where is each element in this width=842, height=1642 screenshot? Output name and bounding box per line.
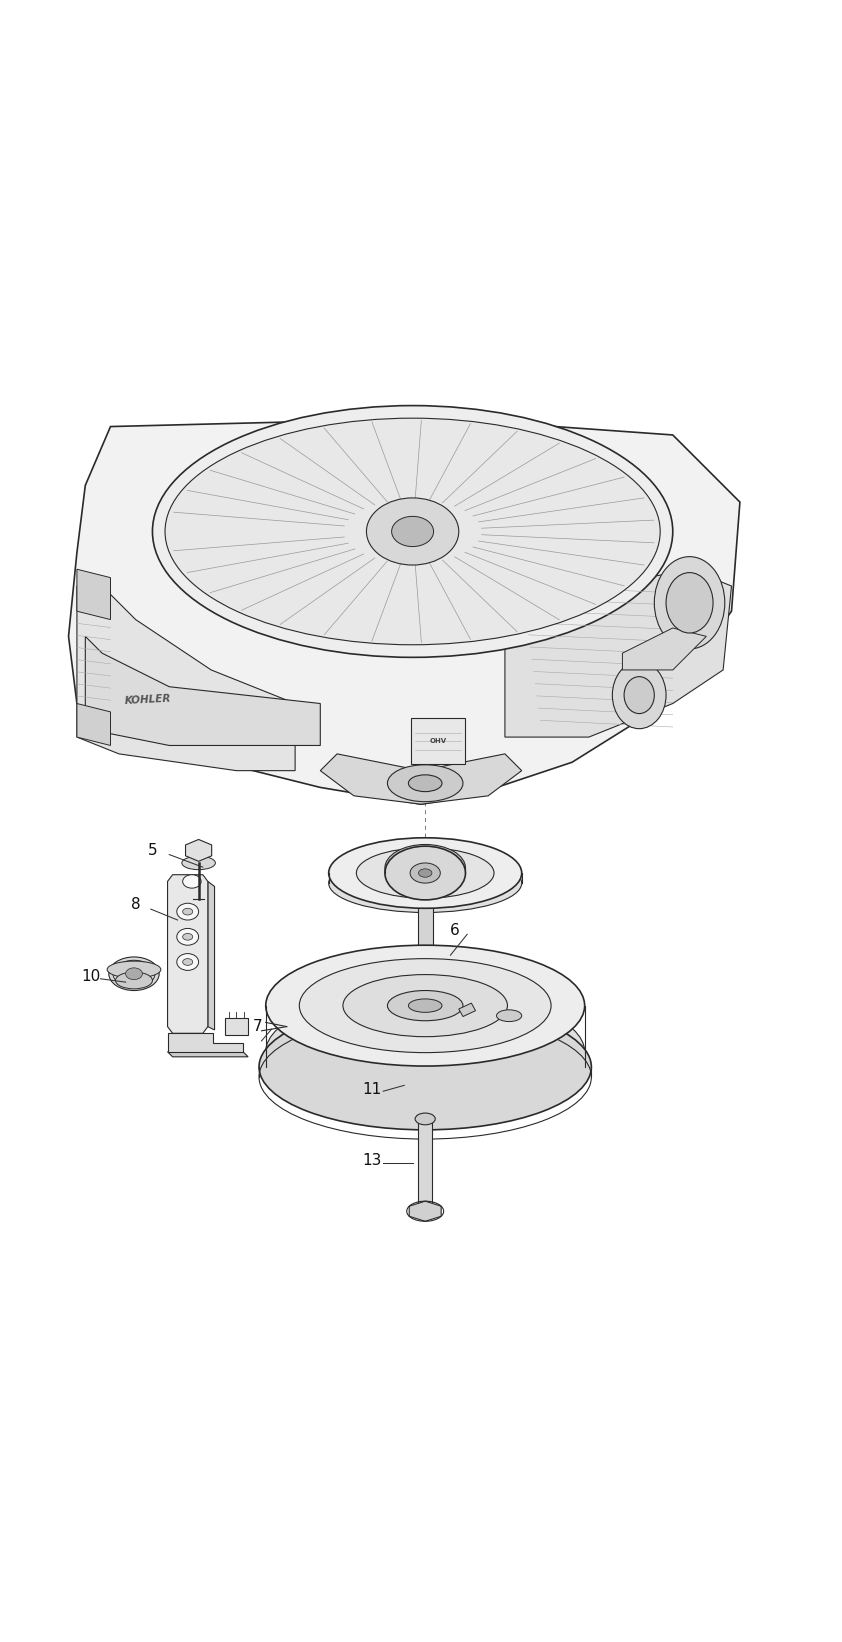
Ellipse shape <box>418 869 432 877</box>
Ellipse shape <box>385 844 466 892</box>
Ellipse shape <box>183 933 193 941</box>
Ellipse shape <box>183 959 193 965</box>
Ellipse shape <box>624 677 654 714</box>
Text: 7: 7 <box>253 1020 263 1034</box>
Ellipse shape <box>177 903 199 920</box>
Ellipse shape <box>387 765 463 801</box>
Ellipse shape <box>328 837 522 908</box>
Ellipse shape <box>654 557 725 649</box>
Ellipse shape <box>115 972 152 988</box>
Polygon shape <box>68 419 740 805</box>
Ellipse shape <box>182 855 216 870</box>
Ellipse shape <box>109 957 159 990</box>
Polygon shape <box>85 637 320 745</box>
Polygon shape <box>505 570 732 737</box>
Polygon shape <box>459 1003 476 1016</box>
Ellipse shape <box>385 846 466 900</box>
Polygon shape <box>320 754 522 805</box>
Ellipse shape <box>183 908 193 915</box>
Ellipse shape <box>165 419 660 645</box>
Ellipse shape <box>612 662 666 729</box>
Ellipse shape <box>266 946 584 1066</box>
Ellipse shape <box>299 959 551 1053</box>
Ellipse shape <box>392 516 434 547</box>
Ellipse shape <box>410 864 440 883</box>
Polygon shape <box>622 627 706 670</box>
Polygon shape <box>418 888 433 988</box>
Polygon shape <box>185 839 211 862</box>
Ellipse shape <box>259 1003 591 1130</box>
Ellipse shape <box>125 967 142 980</box>
Polygon shape <box>77 570 110 619</box>
Ellipse shape <box>666 573 713 634</box>
Ellipse shape <box>328 854 522 913</box>
Ellipse shape <box>387 990 463 1021</box>
Text: 13: 13 <box>362 1153 381 1169</box>
Ellipse shape <box>408 775 442 791</box>
Text: 11: 11 <box>362 1082 381 1097</box>
Text: 5: 5 <box>148 842 158 857</box>
Ellipse shape <box>415 1113 435 1125</box>
Ellipse shape <box>497 1010 522 1021</box>
Bar <box>225 1018 248 1034</box>
Ellipse shape <box>107 961 161 979</box>
Polygon shape <box>208 882 215 1030</box>
Polygon shape <box>77 586 295 770</box>
Polygon shape <box>409 1202 441 1222</box>
Text: OHV: OHV <box>429 739 446 744</box>
Ellipse shape <box>356 847 494 898</box>
Ellipse shape <box>113 961 155 987</box>
Polygon shape <box>168 1053 248 1057</box>
Ellipse shape <box>177 954 199 970</box>
Bar <box>411 718 465 765</box>
Ellipse shape <box>152 406 673 657</box>
Text: 8: 8 <box>131 898 141 913</box>
Polygon shape <box>168 875 208 1033</box>
Ellipse shape <box>408 998 442 1013</box>
Polygon shape <box>418 1118 432 1212</box>
Polygon shape <box>77 703 110 745</box>
Polygon shape <box>168 1033 243 1053</box>
Ellipse shape <box>266 992 584 1112</box>
Ellipse shape <box>183 875 201 888</box>
Text: KOHLER: KOHLER <box>125 693 172 706</box>
Text: 10: 10 <box>81 969 100 984</box>
Ellipse shape <box>343 975 508 1036</box>
Ellipse shape <box>177 928 199 946</box>
Text: 6: 6 <box>450 923 460 938</box>
Ellipse shape <box>366 498 459 565</box>
